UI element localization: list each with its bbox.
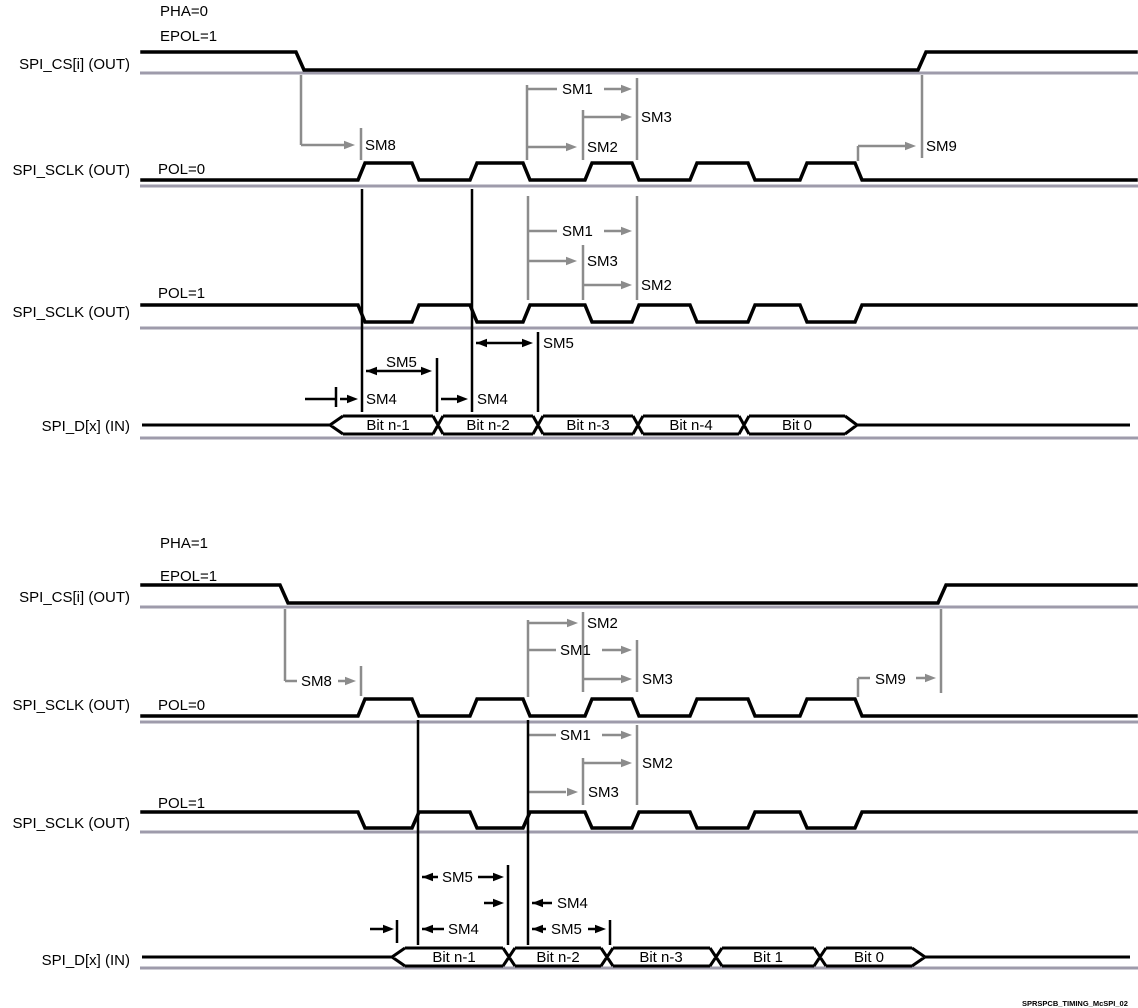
sm3-label: SM3 [588,784,619,801]
data-signal-label: SPI_D[x] (IN) [42,952,130,969]
sm8-label: SM8 [301,673,332,690]
sm9-dimension: SM9 [856,609,943,697]
pha-label: PHA=0 [160,3,208,20]
bus-bit-label: Bit n-1 [366,417,409,434]
sm2-label: SM2 [587,615,618,632]
bus-bit-label: Bit 0 [854,949,884,966]
bus-bit-label: Bit 1 [753,949,783,966]
bus-bit-label: Bit n-2 [466,417,509,434]
sm9-dimension: SM9 [856,75,957,161]
sclk-pol0-waveform [140,697,1138,718]
sm5-label: SM5 [543,335,574,352]
cs-waveform [140,50,1138,72]
epol-label: EPOL=1 [160,568,217,585]
sm1-sm2-sm3-pol1-dimensions: SM1 SM2 SM3 [528,725,673,805]
sm1-label: SM1 [562,223,593,240]
sclk-pol0-signal-label: SPI_SCLK (OUT) [12,697,130,714]
sm1-label: SM1 [562,81,593,98]
pol1-label: POL=1 [158,285,205,302]
sclk-pol1-signal-label: SPI_SCLK (OUT) [12,815,130,832]
cs-signal-label: SPI_CS[i] (OUT) [19,589,130,606]
cs-waveform [140,583,1138,605]
sclk-pol0-waveform [140,161,1138,182]
pol0-label: POL=0 [158,161,205,178]
sm1-label: SM1 [560,727,591,744]
sclk-pol1-signal-label: SPI_SCLK (OUT) [12,304,130,321]
sm9-label: SM9 [875,671,906,688]
sm2-label: SM2 [642,755,673,772]
bus-bit-label: Bit 0 [782,417,812,434]
waveforms [140,50,1138,324]
sm4-sm5-dimensions: SM4 SM5 SM4 SM5 [305,189,574,412]
pol0-label: POL=0 [158,697,205,714]
sm3-label: SM3 [642,671,673,688]
bus-bit-label: Bit n-1 [432,949,475,966]
sm2-label: SM2 [587,139,618,156]
sclk-pol0-signal-label: SPI_SCLK (OUT) [12,162,130,179]
pol1-label: POL=1 [158,795,205,812]
sm3-label: SM3 [641,109,672,126]
signal-rails [140,71,1138,440]
sm8-label: SM8 [365,137,396,154]
sm3-label: SM3 [587,253,618,270]
bus-bit-label: Bit n-2 [536,949,579,966]
sm2-label: SM2 [641,277,672,294]
sclk-pol1-waveform [140,810,1138,830]
figure-caption: SPRSPCB_TIMING_McSPI_02 [1022,999,1128,1008]
diagram-pha0: PHA=0 EPOL=1 SPI_CS[i] (OUT) SPI_SCLK (O… [12,3,1138,440]
sm1-label: SM1 [560,642,591,659]
data-bus: Bit n-1 Bit n-2 Bit n-3 Bit 1 Bit 0 [142,946,1130,968]
diagram-pha1: PHA=1 EPOL=1 SPI_CS[i] (OUT) SPI_SCLK (O… [12,535,1138,970]
cs-signal-label: SPI_CS[i] (OUT) [19,56,130,73]
sm1-sm2-sm3-pol0-dimensions: SM2 SM1 SM3 [526,612,673,697]
sm1-sm2-sm3-pol0-dimensions: SM1 SM3 SM2 [525,78,672,160]
sm8-dimension: SM8 [283,609,363,696]
epol-label: EPOL=1 [160,28,217,45]
signal-rails [140,605,1138,970]
sm4-sm5-dimensions: SM5 SM4 SM4 SM5 [370,720,612,945]
pha-label: PHA=1 [160,535,208,552]
sm5-label: SM5 [386,354,417,371]
data-signal-label: SPI_D[x] (IN) [42,418,130,435]
sm4-label: SM4 [477,391,508,408]
waveforms [140,583,1138,830]
sm8-dimension: SM8 [299,75,396,160]
sclk-pol1-waveform [140,303,1138,324]
sm4-label: SM4 [448,921,479,938]
bus-bit-label: Bit n-4 [669,417,712,434]
sm4-label: SM4 [557,895,588,912]
bus-bit-label: Bit n-3 [566,417,609,434]
sm5-label: SM5 [551,921,582,938]
sm4-label: SM4 [366,391,397,408]
data-bus: Bit n-1 Bit n-2 Bit n-3 Bit n-4 Bit 0 [142,414,1130,436]
sm1-sm2-sm3-pol1-dimensions: SM1 SM3 SM2 [526,196,672,300]
sm9-label: SM9 [926,138,957,155]
bus-bit-label: Bit n-3 [639,949,682,966]
sm5-label: SM5 [442,869,473,886]
